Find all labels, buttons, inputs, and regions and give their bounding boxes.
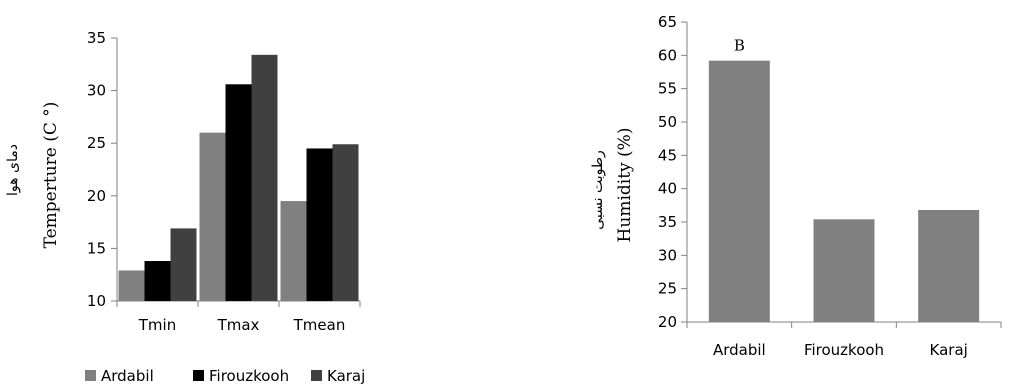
humidity-y-tick-label: 50 [658,113,677,131]
temperature-bar-firouzkooh [225,84,252,302]
humidity-y-tick-label: 40 [658,180,677,198]
temperature-axis-title-fa: دمای هوا [5,144,21,196]
humidity-axis-title-fa: رطوبت نسبی [590,150,606,230]
temperature-bar-karaj [251,54,278,301]
legend-swatch-firouzkooh [193,370,204,381]
temperature-bar-firouzkooh [144,261,171,301]
humidity-y-tick-label: 55 [658,80,677,98]
humidity-chart: رطوبت نسبی Humidity (%) 20 25 30 35 40 45 50 55… [590,13,1002,359]
humidity-bar-firouzkooh [813,219,875,322]
humidity-y-tick-label: 65 [658,13,677,31]
temperature-y-tick-label: 20 [87,187,106,205]
legend-swatch-ardabil [85,370,96,381]
temperature-y-tick-label: 10 [87,292,106,310]
humidity-axis-title: Humidity (%) [615,128,635,243]
temperature-bar-karaj [332,144,359,301]
temperature-bar-ardabil [280,201,307,301]
humidity-bar-ardabil [708,60,770,323]
temperature-x-tick-label: Tmin [138,316,176,334]
legend-label-ardabil: Ardabil [101,367,154,385]
temperature-y-tick-label: 35 [87,29,106,47]
humidity-bar-karaj [918,210,980,322]
temperature-bar-firouzkooh [306,148,333,301]
temperature-y-tick-label: 15 [87,239,106,257]
temperature-chart: دمای هوا Temperture (C °) 10 15 20 25 30 35 Tm… [5,29,365,385]
legend-label-karaj: Karaj [327,367,365,385]
temperature-axis-title: Temperture (C °) [41,102,61,249]
humidity-y-tick-label: 25 [658,280,677,298]
humidity-y-tick-label: 35 [658,213,677,231]
temperature-y-tick-label: 30 [87,82,106,100]
legend-label-firouzkooh: Firouzkooh [209,367,289,385]
humidity-bar-annotation: B [734,37,745,55]
temperature-bar-ardabil [199,132,226,301]
humidity-y-tick-label: 60 [658,46,677,64]
temperature-bar-ardabil [118,270,145,301]
humidity-y-tick-label: 45 [658,146,677,164]
temperature-x-tick-label: Tmean [293,316,346,334]
temperature-y-tick-label: 25 [87,134,106,152]
temperature-bar-karaj [170,228,197,301]
humidity-x-tick-label: Karaj [930,341,968,359]
humidity-x-tick-label: Firouzkooh [804,341,884,359]
legend-swatch-karaj [311,370,322,381]
humidity-y-tick-label: 20 [658,313,677,331]
temperature-x-tick-label: Tmax [217,316,260,334]
humidity-x-tick-label: Ardabil [713,341,766,359]
humidity-y-tick-label: 30 [658,246,677,264]
